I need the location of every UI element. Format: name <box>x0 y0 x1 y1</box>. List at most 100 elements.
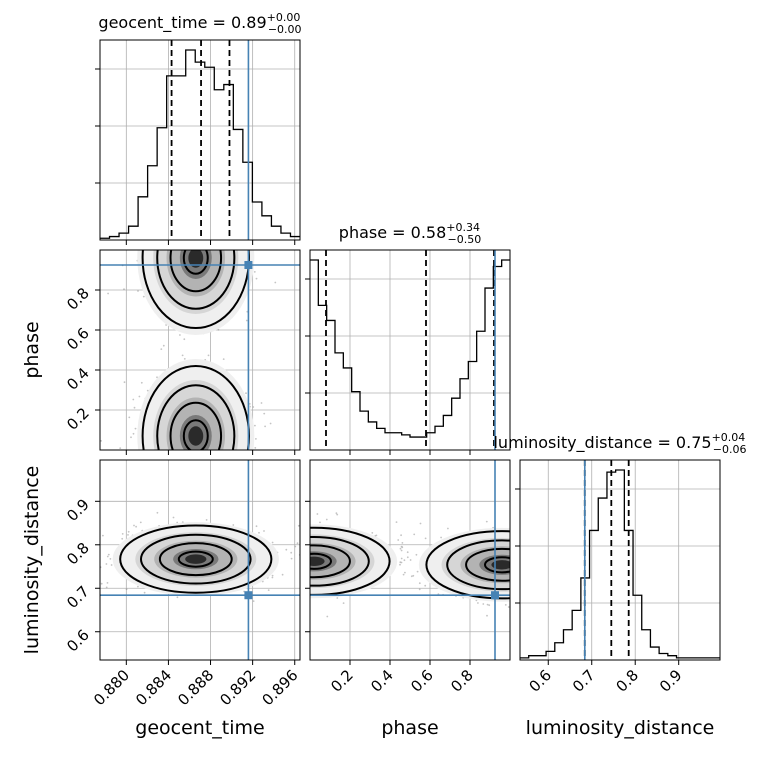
scatter-point-phase_vs_geocent_time <box>160 499 162 501</box>
scatter-point-luminosity_distance_vs_phase <box>371 532 374 534</box>
scatter-point-luminosity_distance_vs_phase <box>305 555 307 557</box>
scatter-point-phase_vs_geocent_time <box>184 225 186 227</box>
scatter-point-phase_vs_geocent_time <box>192 219 194 221</box>
scatter-point-luminosity_distance_vs_phase <box>512 559 514 561</box>
scatter-point-phase_vs_geocent_time <box>190 245 192 247</box>
scatter-point-phase_vs_geocent_time <box>205 221 207 223</box>
scatter-point-luminosity_distance_vs_phase <box>511 590 513 592</box>
scatter-point-phase_vs_geocent_time <box>216 480 218 482</box>
scatter-point-phase_vs_geocent_time <box>164 217 166 219</box>
scatter-point-phase_vs_geocent_time <box>178 494 180 496</box>
scatter-point-phase_vs_geocent_time <box>197 228 199 230</box>
scatter-point-phase_vs_geocent_time <box>146 389 149 392</box>
scatter-point-phase_vs_geocent_time <box>213 220 215 222</box>
scatter-point-luminosity_distance_vs_phase <box>291 567 293 569</box>
scatter-point-luminosity_distance_vs_phase <box>283 566 285 568</box>
scatter-point-luminosity_distance_vs_phase <box>528 563 530 565</box>
scatter-point-luminosity_distance_vs_phase <box>512 526 514 528</box>
scatter-point-luminosity_distance_vs_phase <box>549 590 551 592</box>
scatter-point-phase_vs_geocent_time <box>222 237 224 239</box>
scatter-point-phase_vs_geocent_time <box>188 475 190 477</box>
ytick-label-luminosity_distance-1: 0.7 <box>63 582 93 612</box>
scatter-point-phase_vs_geocent_time <box>204 451 206 453</box>
scatter-point-luminosity_distance_vs_phase <box>525 560 527 562</box>
scatter-point-luminosity_distance_vs_phase <box>531 557 533 559</box>
scatter-point-luminosity_distance_vs_phase <box>510 554 512 556</box>
scatter-point-luminosity_distance_vs_phase <box>275 588 277 590</box>
scatter-point-phase_vs_geocent_time <box>206 451 208 453</box>
scatter-point-phase_vs_geocent_time <box>169 186 171 188</box>
scatter-point-phase_vs_geocent_time <box>196 248 198 250</box>
xtick-label-geocent_time-3: 0.892 <box>216 666 259 709</box>
scatter-point-luminosity_distance_vs_phase <box>512 581 514 583</box>
scatter-point-luminosity_distance_vs_phase <box>273 579 275 581</box>
scatter-point-luminosity_distance_vs_phase <box>280 584 282 586</box>
scatter-point-phase_vs_geocent_time <box>236 208 238 210</box>
scatter-point-phase_vs_geocent_time <box>184 222 186 224</box>
ytick-label-luminosity_distance-3: 0.9 <box>63 495 93 525</box>
scatter-point-luminosity_distance_vs_phase <box>286 555 288 557</box>
scatter-point-phase_vs_geocent_time <box>180 246 182 248</box>
scatter-point-luminosity_distance_vs_phase <box>511 577 513 579</box>
hist-grid-geocent_time <box>100 40 300 240</box>
scatter-point-luminosity_distance_vs_phase <box>531 607 533 609</box>
scatter-point-phase_vs_geocent_time <box>252 406 255 408</box>
scatter-point-phase_vs_geocent_time <box>192 466 194 468</box>
hist-grid-phase <box>310 250 510 450</box>
scatter-point-luminosity_distance_vs_phase <box>304 535 306 537</box>
scatter-point-phase_vs_geocent_time <box>231 478 233 480</box>
scatter-point-phase_vs_geocent_time <box>132 398 135 401</box>
scatter-point-luminosity_distance_vs_phase <box>511 571 513 573</box>
scatter-point-phase_vs_geocent_time <box>224 480 226 482</box>
scatter-point-phase_vs_geocent_time <box>183 458 185 460</box>
scatter-point-luminosity_distance_vs_phase <box>280 571 282 573</box>
scatter-point-phase_vs_geocent_time <box>174 470 176 472</box>
scatter-point-phase_vs_geocent_time <box>235 490 237 492</box>
scatter-point-phase_vs_geocent_time <box>208 230 210 232</box>
scatter-point-luminosity_distance_vs_phase <box>526 539 528 541</box>
scatter-point-phase_vs_geocent_time <box>174 233 176 235</box>
scatter-point-phase_vs_geocent_time <box>169 232 171 234</box>
scatter-point-luminosity_distance_vs_phase <box>301 560 303 562</box>
scatter-point-phase_vs_geocent_time <box>158 220 160 222</box>
scatter-point-phase_vs_geocent_time <box>208 222 210 224</box>
scatter-point-phase_vs_geocent_time <box>243 460 245 462</box>
xtick-label-phase-1: 0.4 <box>367 666 397 696</box>
scatter-point-phase_vs_geocent_time <box>189 483 191 485</box>
scatter-point-phase_vs_geocent_time <box>224 478 226 480</box>
scatter-point-phase_vs_geocent_time <box>212 244 214 246</box>
scatter-point-phase_vs_geocent_time <box>219 453 221 455</box>
scatter-point-phase_vs_geocent_time <box>243 453 245 455</box>
pair-frame-phase_vs_geocent_time <box>99 249 301 451</box>
scatter-point-phase_vs_geocent_time <box>171 485 173 487</box>
scatter-point-phase_vs_geocent_time <box>220 451 222 453</box>
xtick-label-phase-2: 0.6 <box>407 666 437 696</box>
scatter-point-phase_vs_geocent_time <box>207 236 209 238</box>
ytick-label-phase-0: 0.2 <box>63 404 93 434</box>
scatter-point-luminosity_distance_vs_phase <box>556 593 558 595</box>
ytick-label-luminosity_distance-0: 0.6 <box>63 626 93 656</box>
scatter-point-phase_vs_geocent_time <box>245 392 247 395</box>
scatter-point-luminosity_distance_vs_phase <box>288 573 290 575</box>
scatter-point-phase_vs_geocent_time <box>263 412 266 415</box>
scatter-point-luminosity_distance_vs_phase <box>544 574 546 576</box>
scatter-point-luminosity_distance_vs_phase <box>404 571 406 574</box>
scatter-point-luminosity_distance_vs_phase <box>335 512 338 515</box>
scatter-point-luminosity_distance_vs_phase <box>520 550 522 552</box>
scatter-point-luminosity_distance_vs_phase <box>536 565 538 567</box>
scatter-point-phase_vs_geocent_time <box>202 236 204 238</box>
scatter-point-phase_vs_geocent_time <box>248 403 251 405</box>
scatter-point-luminosity_distance_vs_phase <box>529 567 531 569</box>
scatter-point-luminosity_distance_vs_geocent_time <box>121 533 124 535</box>
scatter-point-phase_vs_geocent_time <box>213 465 215 467</box>
scatter-point-luminosity_distance_vs_phase <box>287 571 289 573</box>
xtick-label-geocent_time-2: 0.888 <box>174 666 217 709</box>
scatter-point-phase_vs_geocent_time <box>184 468 186 470</box>
scatter-point-luminosity_distance_vs_phase <box>308 567 310 569</box>
scatter-point-luminosity_distance_vs_phase <box>482 603 485 605</box>
scatter-point-phase_vs_geocent_time <box>186 200 188 202</box>
scatter-point-phase_vs_geocent_time <box>239 218 241 220</box>
scatter-point-phase_vs_geocent_time <box>186 455 188 457</box>
scatter-point-luminosity_distance_vs_phase <box>539 584 541 586</box>
scatter-point-phase_vs_geocent_time <box>180 468 182 470</box>
